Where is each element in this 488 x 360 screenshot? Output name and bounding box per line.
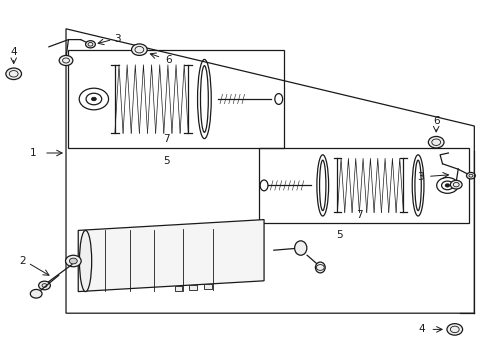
Ellipse shape [294, 241, 306, 255]
Circle shape [69, 258, 77, 264]
Circle shape [91, 97, 96, 101]
Bar [189, 285, 197, 290]
Circle shape [6, 68, 21, 80]
Text: 2: 2 [20, 256, 26, 266]
Circle shape [85, 41, 95, 48]
Circle shape [30, 289, 42, 298]
Bar [203, 284, 211, 289]
Text: 1: 1 [30, 148, 37, 158]
Text: 3: 3 [114, 34, 121, 44]
Bar [68, 50, 283, 148]
Text: 4: 4 [417, 324, 424, 334]
Text: 6: 6 [165, 55, 172, 65]
Circle shape [39, 281, 50, 290]
Circle shape [65, 255, 81, 267]
Circle shape [446, 324, 462, 335]
Polygon shape [78, 220, 264, 292]
Circle shape [449, 180, 461, 189]
Text: 4: 4 [10, 47, 17, 57]
Text: 5: 5 [336, 230, 343, 240]
Circle shape [59, 55, 73, 66]
Text: 5: 5 [163, 156, 169, 166]
Circle shape [466, 172, 474, 179]
Circle shape [444, 184, 449, 187]
Bar [174, 286, 182, 291]
Ellipse shape [79, 230, 92, 292]
Ellipse shape [315, 262, 325, 273]
Text: 7: 7 [163, 134, 169, 144]
Circle shape [427, 136, 443, 148]
Text: 7: 7 [355, 210, 362, 220]
Text: 6: 6 [432, 116, 439, 126]
Bar [259, 148, 468, 223]
Text: 3: 3 [416, 172, 423, 182]
Circle shape [131, 44, 147, 55]
